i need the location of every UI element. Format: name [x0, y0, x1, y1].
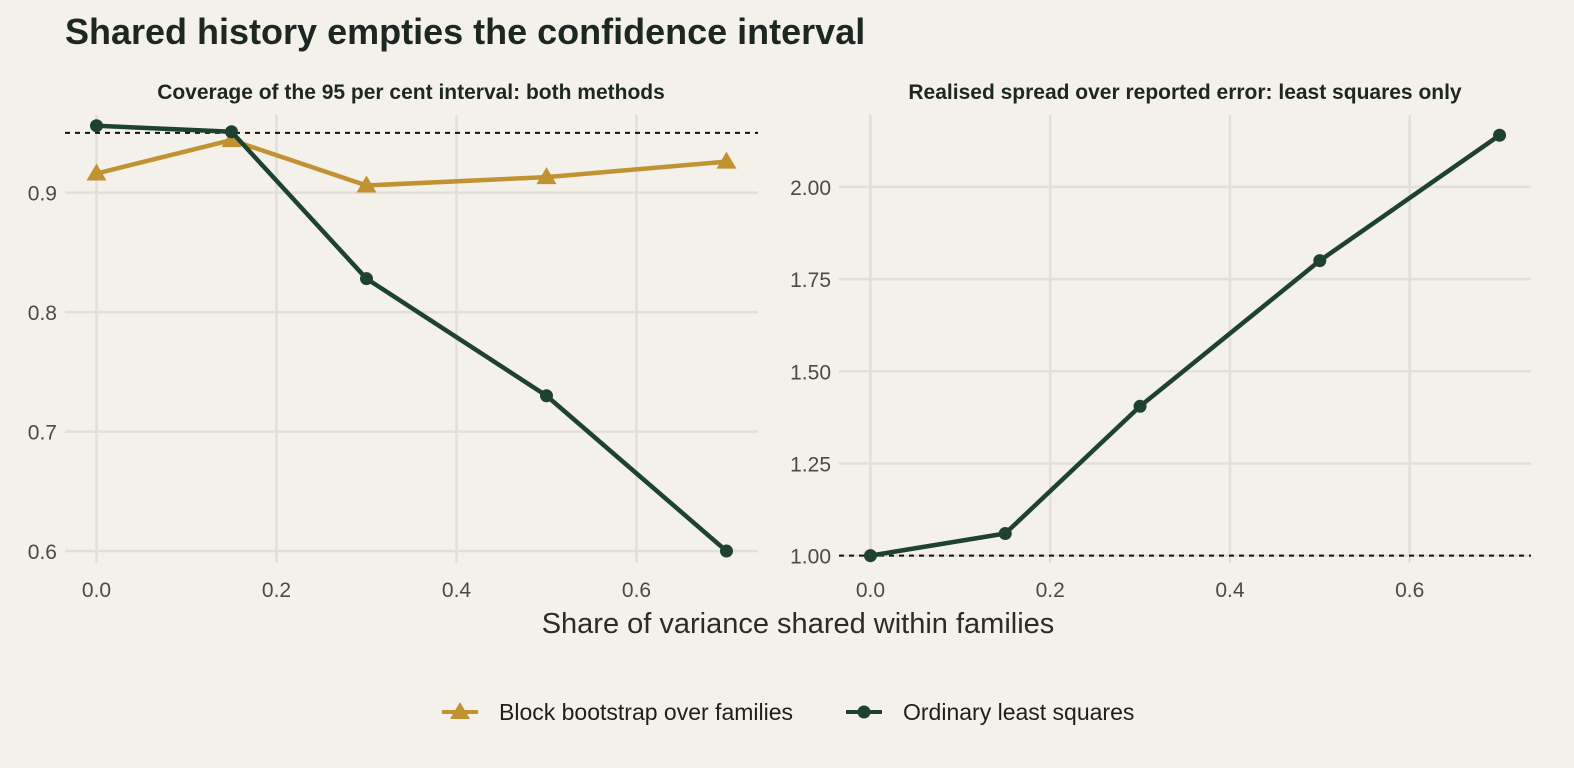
panel-spread: Realised spread over reported error: lea… [790, 81, 1531, 602]
data-point-ols [720, 544, 733, 558]
x-tick-label: 0.6 [1395, 579, 1424, 602]
x-tick-label: 0.4 [1215, 579, 1245, 602]
y-tick-label: 1.00 [790, 546, 831, 569]
data-point-bootstrap [221, 130, 242, 148]
data-point-ols [1493, 128, 1507, 142]
data-point-bootstrap [536, 167, 557, 185]
x-axis-label: Share of variance shared within families [542, 608, 1055, 640]
y-tick-label: 0.9 [28, 183, 57, 206]
panel-spread-title: Realised spread over reported error: lea… [908, 81, 1462, 104]
x-tick-label: 0.2 [1036, 579, 1065, 602]
x-tick-label: 0.4 [442, 579, 472, 602]
series-line-bootstrap [94, 137, 729, 188]
y-tick-label: 2.00 [790, 177, 831, 200]
figure-title: Shared history empties the confidence in… [65, 11, 865, 52]
data-point-ols [998, 527, 1012, 541]
data-point-ols [360, 272, 373, 286]
x-tick-label: 0.0 [856, 579, 885, 602]
series-line-ols [868, 133, 1502, 558]
y-tick-label: 0.7 [28, 422, 57, 445]
panel-spread-plot: 0.0 0.2 0.4 0.6 1.00 1.25 1.50 1.75 2.00 [790, 115, 1531, 602]
data-point-ols [863, 549, 877, 563]
x-tick-label: 0.6 [622, 579, 651, 602]
data-point-bootstrap [86, 163, 107, 181]
data-point-bootstrap [356, 175, 377, 193]
legend-swatch-circle-icon [857, 705, 871, 719]
y-tick-label: 1.75 [790, 269, 831, 292]
legend: Block bootstrap over families Ordinary l… [442, 699, 1134, 725]
data-point-ols [225, 125, 238, 139]
data-point-ols [1313, 254, 1327, 268]
y-tick-label: 1.25 [790, 453, 831, 476]
data-point-ols [90, 119, 103, 133]
panel-coverage: Coverage of the 95 per cent interval: bo… [28, 81, 758, 602]
x-tick-label: 0.0 [82, 579, 111, 602]
legend-item-ols: Ordinary least squares [846, 699, 1134, 725]
data-point-bootstrap [716, 151, 737, 169]
legend-label-bootstrap: Block bootstrap over families [499, 699, 793, 725]
y-tick-label: 0.6 [28, 541, 57, 564]
data-point-ols [540, 389, 553, 403]
y-tick-label: 0.8 [28, 302, 57, 325]
legend-label-ols: Ordinary least squares [903, 699, 1134, 725]
legend-item-bootstrap: Block bootstrap over families [442, 699, 793, 725]
x-tick-label: 0.2 [262, 579, 291, 602]
y-tick-label: 1.50 [790, 361, 831, 384]
data-point-ols [1133, 399, 1147, 413]
series-line-ols [94, 123, 729, 554]
panel-coverage-title: Coverage of the 95 per cent interval: bo… [157, 81, 665, 104]
legend-swatch-triangle-icon [450, 702, 470, 719]
panel-coverage-plot: 0.0 0.2 0.4 0.6 0.6 0.7 0.8 0.9 [28, 115, 758, 602]
